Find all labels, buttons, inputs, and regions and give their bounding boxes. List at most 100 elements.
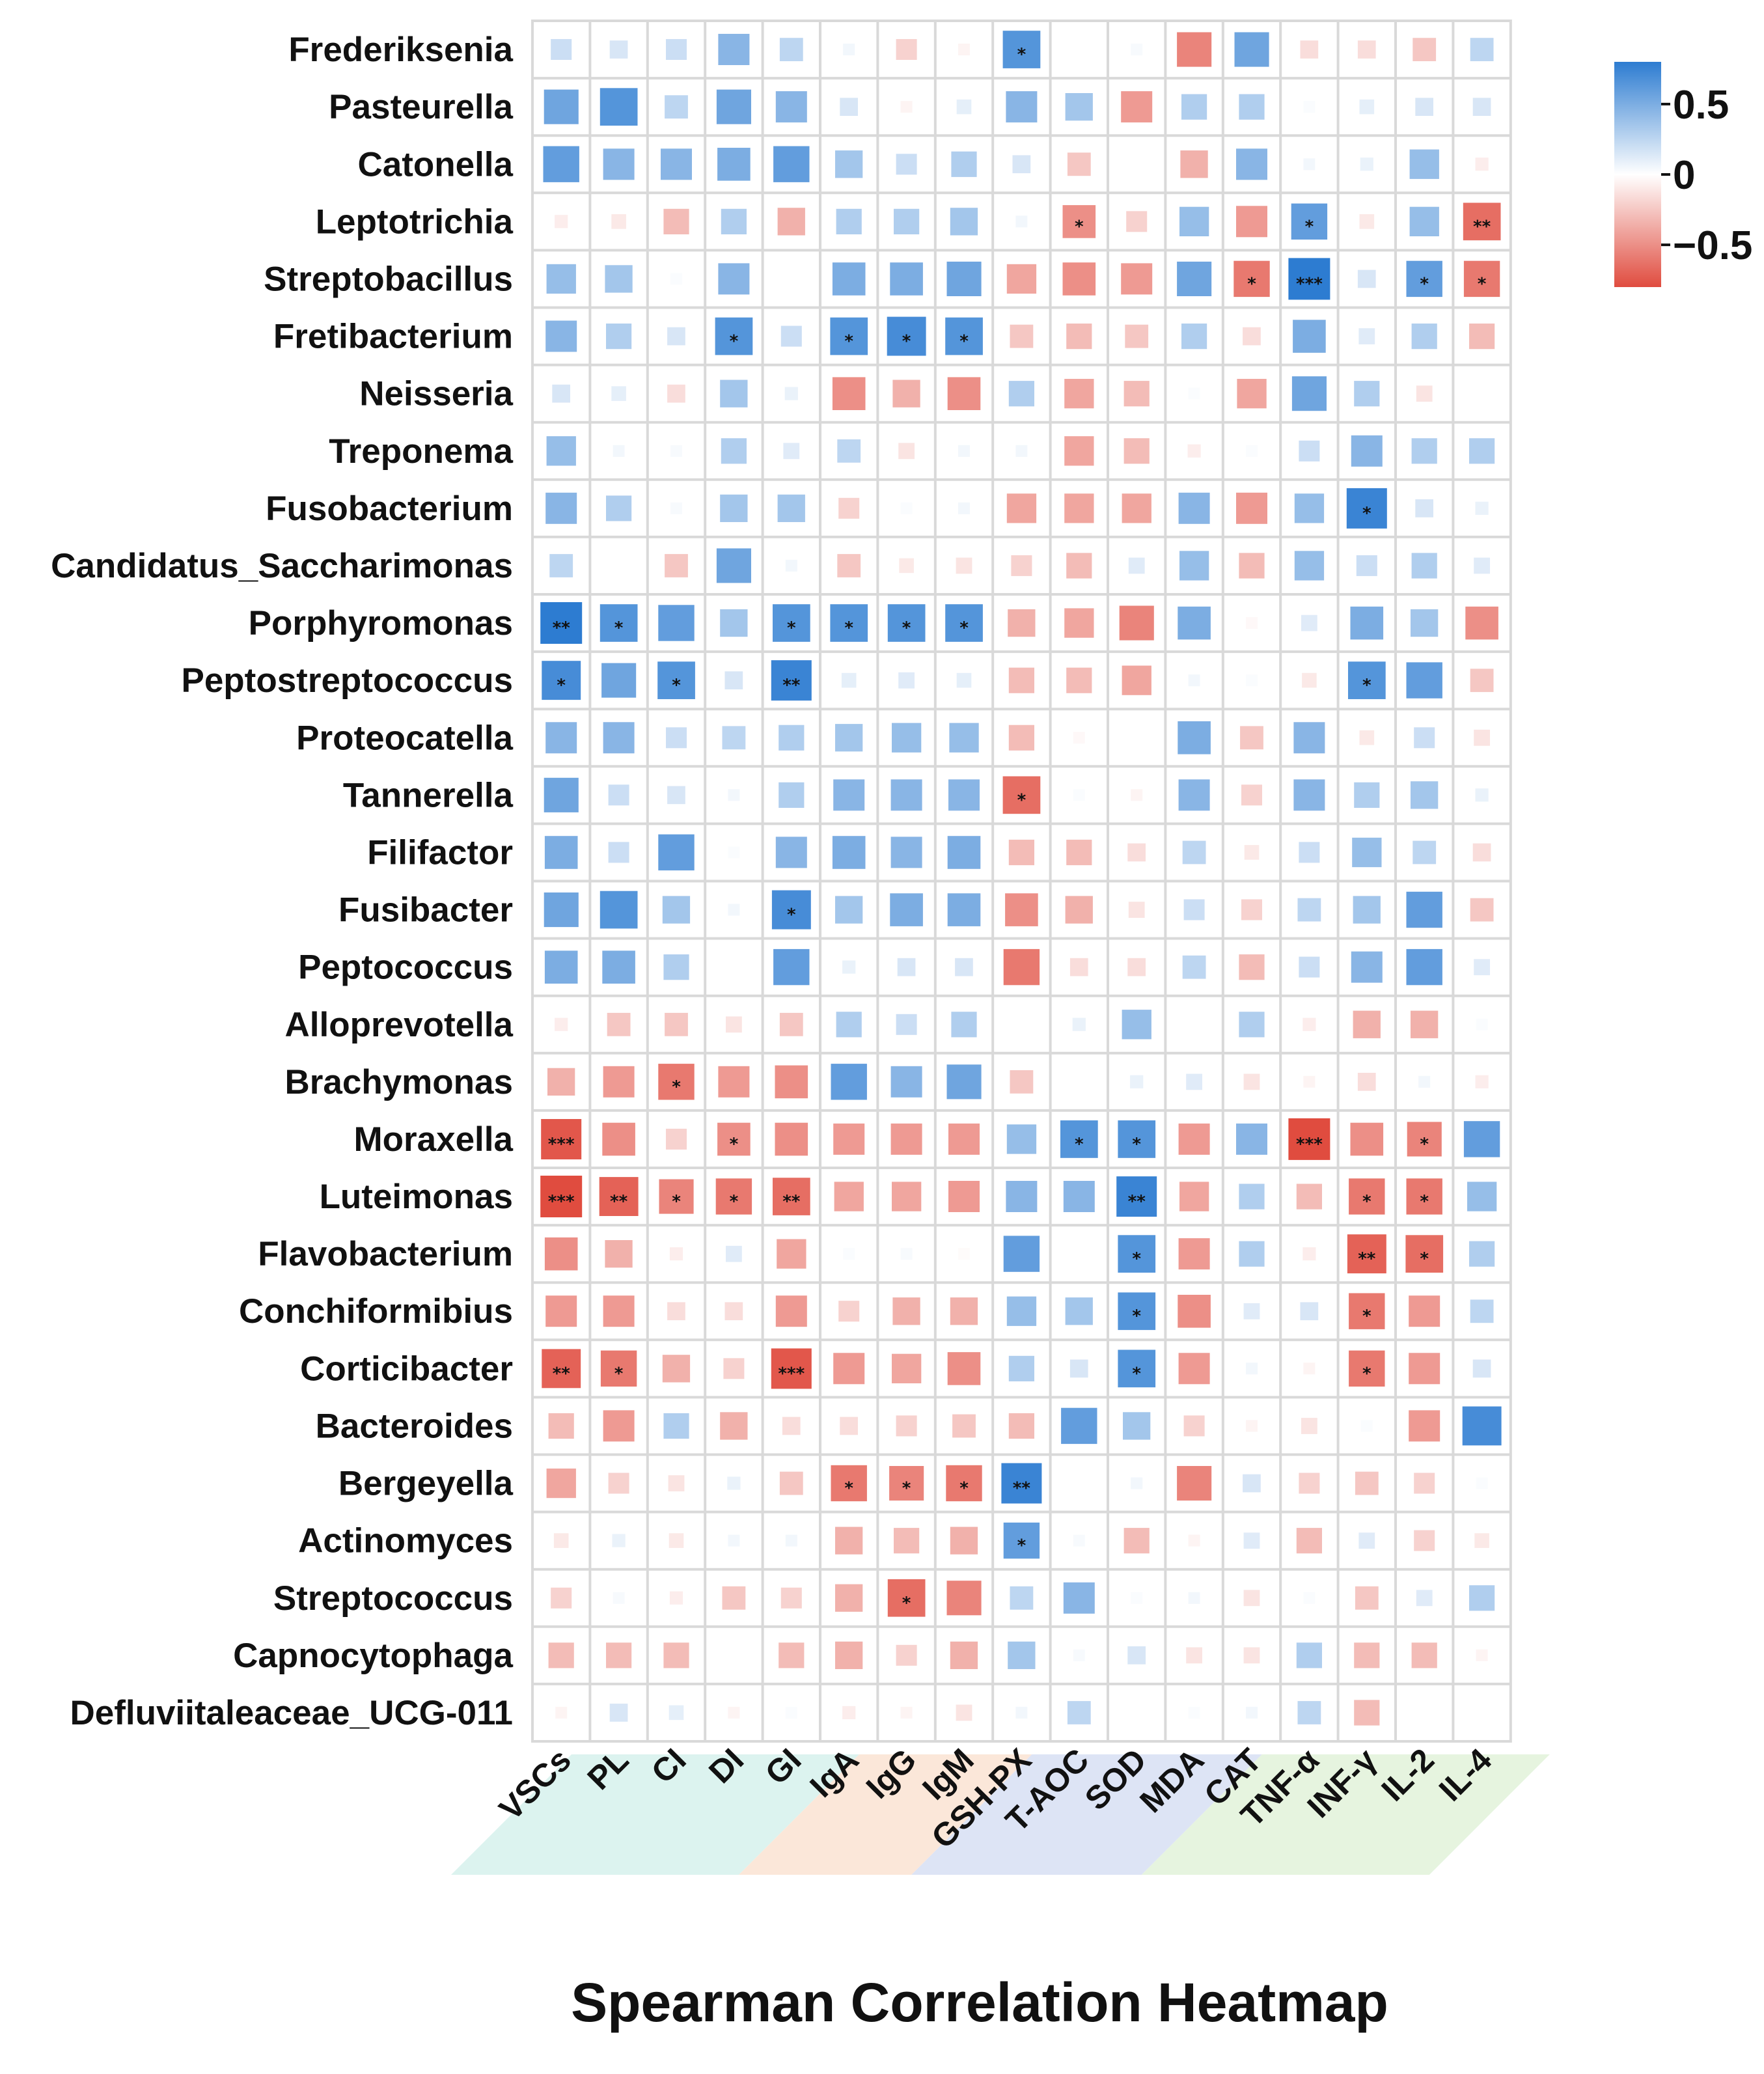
heatmap-cell — [1125, 324, 1149, 348]
heatmap-cell — [1123, 1412, 1151, 1440]
heatmap-cell — [832, 836, 866, 869]
heatmap-cell — [1069, 1359, 1088, 1378]
row-label: Actinomyces — [298, 1522, 513, 1560]
heatmap-cell — [1470, 898, 1494, 922]
heatmap-cell — [1072, 1017, 1086, 1031]
significance-marker: * — [959, 332, 969, 352]
heatmap-cell — [545, 1295, 577, 1327]
heatmap-cell — [1352, 837, 1382, 868]
heatmap-cell — [1118, 1235, 1156, 1273]
significance-marker: * — [959, 1479, 969, 1499]
heatmap-cell — [1413, 840, 1437, 864]
heatmap-cell — [545, 320, 577, 352]
row-label: Proteocatella — [296, 719, 513, 757]
heatmap-cell — [948, 1181, 980, 1212]
heatmap-cell — [1069, 958, 1088, 976]
heatmap-cell — [1246, 617, 1258, 629]
heatmap-cell — [1127, 1646, 1146, 1665]
heatmap-cell — [900, 502, 913, 514]
heatmap-cell — [1474, 959, 1490, 976]
heatmap-cell — [951, 1012, 977, 1038]
heatmap-cell — [663, 208, 689, 234]
heatmap-cell — [1463, 260, 1500, 297]
heatmap-cell — [896, 39, 917, 60]
heatmap-cell — [613, 559, 625, 572]
legend-ticks: 0.5 0 −0.5 — [1661, 83, 1752, 268]
heatmap-cell — [609, 40, 628, 59]
heatmap-cell — [715, 317, 753, 355]
heatmap-cell — [1474, 1533, 1489, 1548]
significance-marker: ** — [782, 676, 801, 695]
row-label: Corticibacter — [300, 1349, 513, 1388]
heatmap-cell — [724, 1302, 743, 1321]
heatmap-cell — [546, 1468, 576, 1499]
heatmap-cell — [1131, 732, 1143, 744]
heatmap-cell — [1296, 1528, 1322, 1554]
heatmap-cell — [896, 1014, 917, 1035]
heatmap-cell — [1015, 1018, 1028, 1030]
column-group-bands — [451, 1754, 1550, 1875]
heatmap-cell — [1409, 149, 1439, 179]
column-group-band — [451, 1754, 859, 1875]
heatmap-cell — [830, 604, 868, 642]
heatmap-cell — [779, 38, 803, 61]
significance-marker: * — [1247, 274, 1256, 294]
heatmap-cell — [663, 1413, 689, 1439]
grid-frame — [531, 20, 1512, 1743]
heatmap-cell — [666, 727, 687, 749]
heatmap-cell — [1182, 840, 1206, 864]
heatmap-cell — [1354, 1642, 1380, 1668]
heatmap-cell — [1469, 1241, 1495, 1267]
significance-marker: * — [1305, 217, 1314, 236]
heatmap-cell — [1006, 91, 1038, 123]
heatmap-cell — [1188, 1018, 1200, 1030]
heatmap-cell — [945, 604, 983, 642]
significance-marker: ** — [1473, 217, 1491, 236]
heatmap-cell — [892, 1297, 920, 1325]
heatmap-cell — [658, 834, 695, 871]
heatmap-cell — [663, 954, 689, 980]
heatmap-cell — [952, 1414, 976, 1438]
heatmap-cell — [718, 34, 750, 65]
heatmap-cell — [668, 1705, 684, 1721]
heatmap-cell — [728, 1534, 740, 1547]
heatmap-cell — [1008, 1413, 1034, 1439]
heatmap-cell — [545, 492, 577, 524]
heatmap-cell — [784, 387, 798, 400]
heatmap-cell — [1060, 1120, 1098, 1158]
heatmap-cell — [1350, 606, 1384, 640]
heatmap-cell — [548, 1413, 574, 1439]
heatmap-cell — [1416, 1590, 1433, 1607]
heatmap-cell — [900, 1248, 913, 1260]
heatmap-cell — [1244, 845, 1260, 860]
heatmap-cell — [1355, 1471, 1379, 1495]
heatmap-cell — [1066, 839, 1092, 866]
heatmap-cell — [1243, 1532, 1260, 1549]
heatmap-cell — [661, 148, 692, 180]
heatmap-cell — [1002, 31, 1041, 68]
heatmap-cell — [1299, 956, 1320, 978]
heatmap-cell — [1002, 776, 1041, 814]
row-label: Neisseria — [359, 375, 513, 413]
heatmap-cell — [1178, 1123, 1210, 1155]
heatmap-cell — [1475, 788, 1489, 802]
heatmap-cell — [779, 1471, 803, 1495]
heatmap-cell — [602, 1122, 635, 1156]
significance-marker: ** — [782, 1192, 801, 1211]
heatmap-cell — [609, 1704, 628, 1722]
significance-marker: * — [902, 1479, 911, 1499]
heatmap-cell — [721, 438, 747, 464]
heatmap-cell — [832, 262, 866, 296]
heatmap-cell — [605, 265, 633, 293]
heatmap-cell — [555, 1706, 568, 1719]
heatmap-cell — [1349, 1178, 1385, 1215]
heatmap-cell — [716, 89, 751, 124]
heatmap-cell — [946, 1064, 982, 1099]
heatmap-cell — [1303, 1592, 1316, 1604]
heatmap-cell — [956, 672, 972, 688]
row-label: Moraxella — [353, 1120, 513, 1159]
heatmap-cell — [1411, 553, 1437, 579]
heatmap-cell — [1246, 1362, 1258, 1375]
heatmap-cell — [1475, 158, 1489, 171]
heatmap-cell — [723, 1358, 745, 1379]
